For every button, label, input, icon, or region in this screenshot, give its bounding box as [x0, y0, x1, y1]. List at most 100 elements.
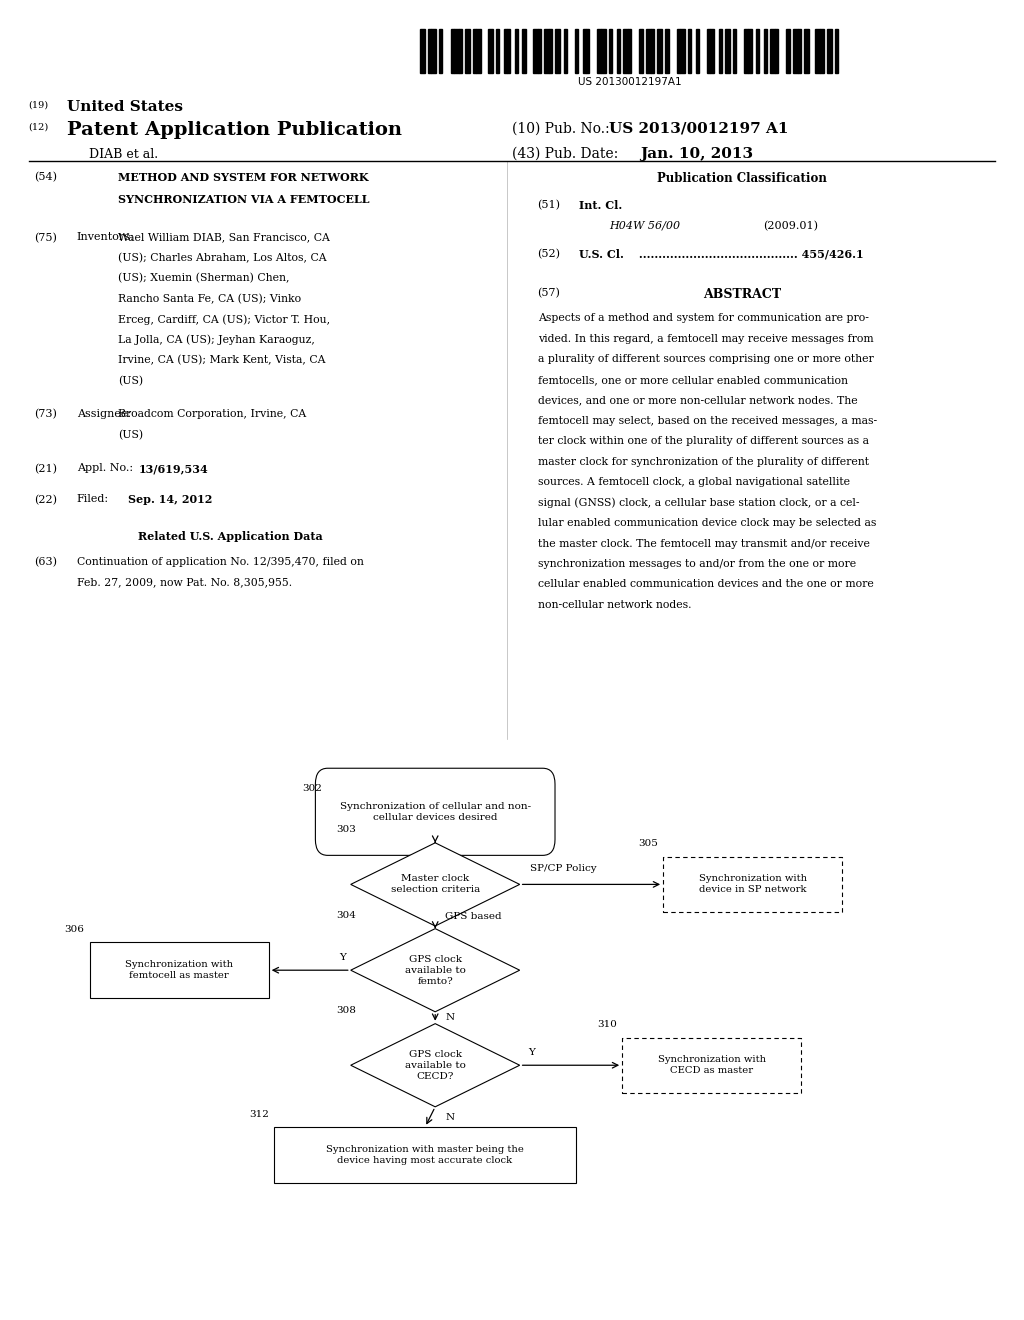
Bar: [677, 29, 680, 73]
Text: Aspects of a method and system for communication are pro-: Aspects of a method and system for commu…: [538, 313, 868, 323]
Text: Jan. 10, 2013: Jan. 10, 2013: [640, 147, 753, 161]
Bar: [555, 29, 560, 73]
Text: Related U.S. Application Data: Related U.S. Application Data: [138, 531, 323, 541]
Bar: [273, 1127, 575, 1183]
Text: ......................................... 455/426.1: ........................................…: [635, 248, 863, 260]
Bar: [775, 29, 778, 73]
Text: N: N: [445, 1014, 455, 1022]
Text: sources. A femtocell clock, a global navigational satellite: sources. A femtocell clock, a global nav…: [538, 477, 850, 487]
Text: Filed:: Filed:: [77, 495, 109, 504]
Text: Master clock
selection criteria: Master clock selection criteria: [390, 874, 480, 895]
Text: N: N: [445, 1113, 455, 1122]
Text: (2009.01): (2009.01): [763, 220, 818, 231]
Text: 305: 305: [638, 840, 657, 847]
Text: master clock for synchronization of the plurality of different: master clock for synchronization of the …: [538, 457, 868, 467]
Text: femtocell may select, based on the received messages, a mas-: femtocell may select, based on the recei…: [538, 416, 877, 426]
Bar: [826, 29, 831, 73]
Bar: [798, 29, 801, 73]
Text: (19): (19): [29, 100, 49, 110]
Text: GPS clock
available to
CECD?: GPS clock available to CECD?: [404, 1049, 466, 1081]
Text: Irvine, CA (US); Mark Kent, Vista, CA: Irvine, CA (US); Mark Kent, Vista, CA: [118, 355, 326, 366]
Text: Assignee:: Assignee:: [77, 409, 131, 420]
Text: Synchronization of cellular and non-
cellular devices desired: Synchronization of cellular and non- cel…: [340, 801, 530, 822]
Bar: [90, 942, 268, 998]
Text: 303: 303: [336, 825, 356, 834]
Text: (73): (73): [34, 409, 56, 420]
Bar: [657, 29, 663, 73]
Bar: [815, 29, 820, 73]
Text: Continuation of application No. 12/395,470, filed on: Continuation of application No. 12/395,4…: [77, 557, 364, 566]
Bar: [583, 29, 586, 73]
Bar: [820, 29, 823, 73]
Text: Patent Application Publication: Patent Application Publication: [67, 121, 401, 140]
Bar: [664, 857, 842, 912]
FancyBboxPatch shape: [315, 768, 555, 855]
Polygon shape: [350, 842, 519, 927]
Text: US 2013/0012197 A1: US 2013/0012197 A1: [609, 121, 788, 136]
Bar: [628, 29, 632, 73]
Bar: [793, 29, 798, 73]
Bar: [487, 29, 493, 73]
Text: femtocells, one or more cellular enabled communication: femtocells, one or more cellular enabled…: [538, 375, 848, 385]
Text: lular enabled communication device clock may be selected as: lular enabled communication device clock…: [538, 517, 876, 528]
Text: 304: 304: [336, 911, 356, 920]
Bar: [733, 29, 736, 73]
Bar: [549, 29, 552, 73]
Bar: [748, 29, 753, 73]
Bar: [563, 29, 567, 73]
Text: Feb. 27, 2009, now Pat. No. 8,305,955.: Feb. 27, 2009, now Pat. No. 8,305,955.: [77, 577, 292, 587]
Text: a plurality of different sources comprising one or more other: a plurality of different sources compris…: [538, 354, 873, 364]
Text: synchronization messages to and/or from the one or more: synchronization messages to and/or from …: [538, 558, 856, 569]
Bar: [835, 29, 838, 73]
Text: devices, and one or more non-cellular network nodes. The: devices, and one or more non-cellular ne…: [538, 395, 857, 405]
Bar: [711, 29, 714, 73]
Text: the master clock. The femtocell may transmit and/or receive: the master clock. The femtocell may tran…: [538, 539, 869, 549]
Bar: [473, 29, 476, 73]
Bar: [454, 29, 459, 73]
Text: (63): (63): [34, 557, 56, 566]
Bar: [786, 29, 790, 73]
Text: Wael William DIAB, San Francisco, CA: Wael William DIAB, San Francisco, CA: [118, 232, 330, 243]
Bar: [609, 29, 612, 73]
Text: GPS clock
available to
femto?: GPS clock available to femto?: [404, 954, 466, 986]
Bar: [465, 29, 470, 73]
Text: cellular enabled communication devices and the one or more: cellular enabled communication devices a…: [538, 579, 873, 590]
Text: Synchronization with
femtocell as master: Synchronization with femtocell as master: [125, 960, 233, 981]
Bar: [431, 29, 436, 73]
Text: (US): (US): [118, 430, 143, 440]
Bar: [622, 1038, 801, 1093]
Bar: [476, 29, 481, 73]
Bar: [725, 29, 730, 73]
Bar: [439, 29, 442, 73]
Text: United States: United States: [67, 100, 182, 115]
Text: 302: 302: [303, 784, 323, 792]
Text: 312: 312: [249, 1110, 268, 1118]
Bar: [696, 29, 699, 73]
Text: signal (GNSS) clock, a cellular base station clock, or a cel-: signal (GNSS) clock, a cellular base sta…: [538, 498, 859, 508]
Bar: [586, 29, 590, 73]
Text: (75): (75): [34, 232, 56, 243]
Text: (54): (54): [34, 172, 56, 182]
Bar: [538, 29, 541, 73]
Text: METHOD AND SYSTEM FOR NETWORK: METHOD AND SYSTEM FOR NETWORK: [118, 172, 369, 182]
Text: La Jolla, CA (US); Jeyhan Karaoguz,: La Jolla, CA (US); Jeyhan Karaoguz,: [118, 335, 314, 346]
Text: Int. Cl.: Int. Cl.: [579, 199, 622, 211]
Text: DIAB et al.: DIAB et al.: [89, 148, 159, 161]
Text: U.S. Cl.: U.S. Cl.: [579, 248, 624, 260]
Bar: [521, 29, 526, 73]
Text: ABSTRACT: ABSTRACT: [703, 288, 781, 301]
Text: (52): (52): [538, 248, 560, 259]
Bar: [504, 29, 507, 73]
Text: US 20130012197A1: US 20130012197A1: [578, 77, 682, 87]
Text: non-cellular network nodes.: non-cellular network nodes.: [538, 599, 691, 610]
Text: 310: 310: [597, 1020, 616, 1028]
Bar: [532, 29, 538, 73]
Bar: [624, 29, 628, 73]
Bar: [597, 29, 601, 73]
Bar: [574, 29, 579, 73]
Bar: [459, 29, 462, 73]
Text: (51): (51): [538, 199, 560, 210]
Text: GPS based: GPS based: [445, 912, 502, 921]
Bar: [719, 29, 722, 73]
Bar: [744, 29, 748, 73]
